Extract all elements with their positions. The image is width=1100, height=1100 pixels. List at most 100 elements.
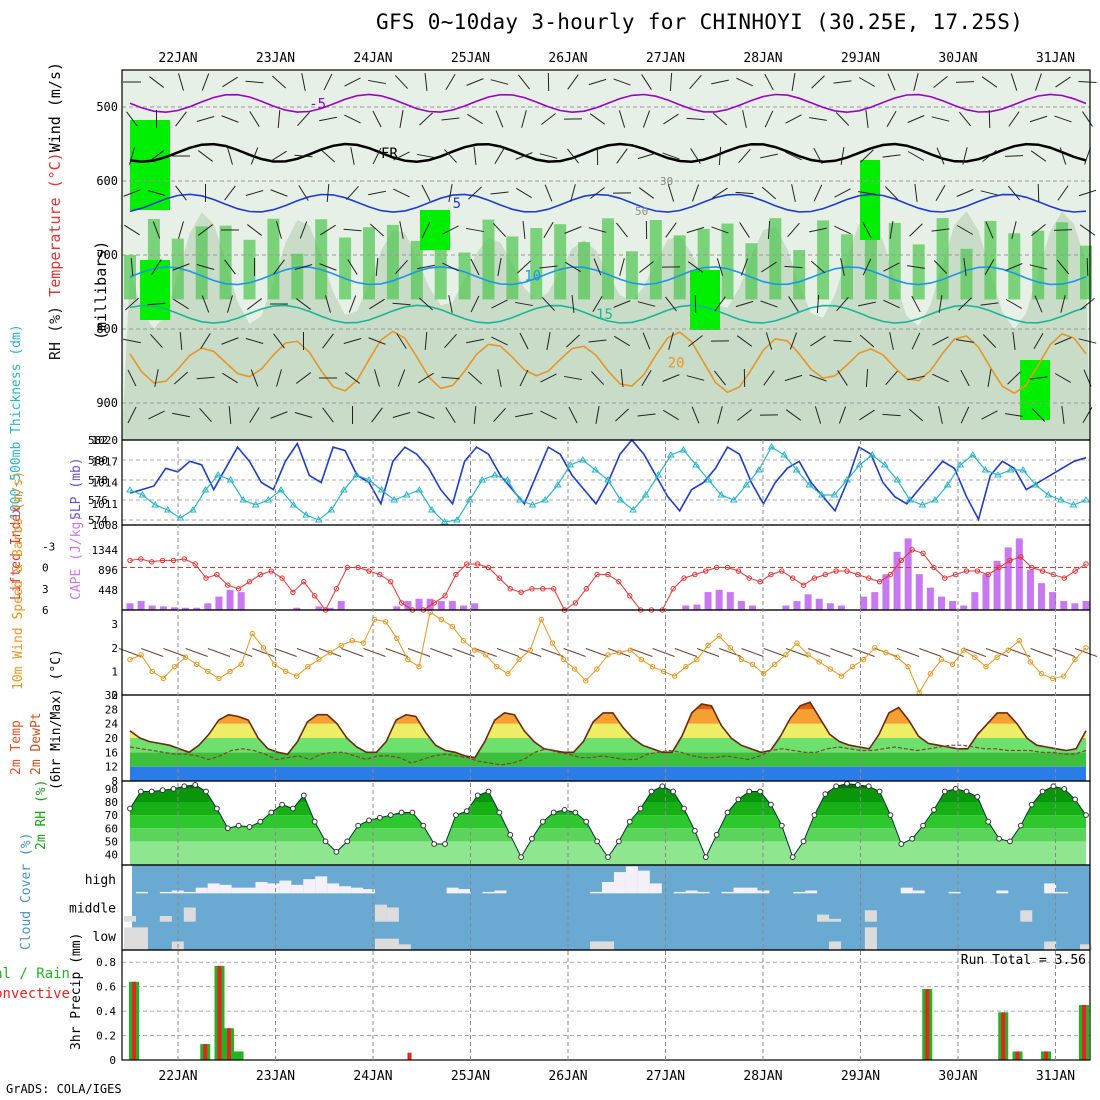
thickness-marker [906, 496, 914, 503]
wind-barb [141, 648, 164, 657]
rh-cell [554, 224, 567, 300]
thickness-marker [880, 461, 889, 468]
thickness-marker [339, 486, 348, 493]
wind-barb [1031, 408, 1046, 422]
wind-barb [493, 407, 506, 423]
rh-marker [442, 841, 448, 847]
wind-barb [227, 147, 233, 165]
wind-speed-marker [705, 642, 711, 649]
rh-marker [746, 788, 753, 795]
wind-speed-marker [783, 652, 789, 658]
rh-contour-label: 30 [660, 175, 673, 188]
rh-marker [148, 788, 155, 795]
thickness-marker [277, 486, 285, 493]
thickness-marker [805, 481, 814, 488]
wind-barb [247, 298, 262, 310]
wind-barb [185, 648, 208, 657]
date-label-top: 27JAN [646, 51, 685, 66]
wind-barb [760, 153, 778, 159]
wind-barb [392, 412, 411, 418]
rh-marker [453, 812, 459, 819]
wind-speed-marker [627, 647, 633, 653]
cape-bar [915, 574, 923, 610]
lifted-index-marker [355, 564, 361, 571]
wind-barb [590, 371, 605, 385]
thickness-marker [402, 491, 411, 498]
cape-bar [326, 607, 334, 610]
cape-bar [404, 601, 412, 610]
wind-speed-marker [760, 671, 767, 677]
wind-barb [789, 332, 798, 350]
cape-bar [704, 592, 712, 610]
rh-marker [963, 788, 970, 795]
rh-marker [724, 809, 731, 816]
rh-marker [996, 835, 1002, 842]
slp-tick-label: 1008 [92, 519, 119, 532]
wind-barb [589, 113, 606, 125]
wind-speed-marker [349, 637, 356, 644]
wind-axis-label: 10m Wind Speed & Barbs (m/s) [11, 471, 26, 690]
cloud-bar-high [243, 887, 256, 894]
precip-tick-label: 0.6 [96, 981, 116, 994]
dewpoint-line [129, 744, 1087, 766]
wind-barb [956, 189, 974, 197]
wind-barb [270, 189, 288, 197]
rh-marker [550, 809, 557, 816]
cape-bar [148, 605, 156, 610]
wind-barb [491, 336, 508, 346]
rh-marker [333, 848, 340, 855]
wind-barb [669, 72, 673, 92]
profile-y-label: RH (%) Temperature (°C)Wind (m/s) [46, 62, 64, 360]
temp-tick-label: 16 [105, 746, 118, 759]
wind-barb [1008, 111, 1020, 127]
cloud-bar-high [159, 891, 172, 894]
wind-barb [147, 302, 166, 306]
cape-bar [437, 601, 445, 610]
rh-saturated-cell [860, 160, 880, 240]
lifted-index-marker [963, 568, 970, 574]
lifted-index-marker [866, 575, 872, 581]
lifted-index-marker [833, 568, 839, 574]
wind-barb [637, 413, 656, 417]
lifted-index-marker [1083, 561, 1089, 567]
wind-barb [714, 296, 726, 312]
wind-barb [588, 227, 607, 233]
lifted-index-marker [779, 568, 785, 574]
rh-marker [1039, 788, 1046, 795]
cloud-bar-high [494, 890, 507, 894]
thickness-marker [767, 443, 776, 450]
precip-convective-bar [1082, 1005, 1086, 1060]
wind-barb [123, 189, 141, 197]
pressure-tick-label: 900 [96, 396, 118, 410]
wind-barb [1012, 332, 1016, 350]
thickness-marker [931, 496, 939, 503]
cloud-bar-high [207, 883, 220, 894]
lifted-index-marker [1028, 564, 1035, 571]
wind-barb [198, 150, 213, 162]
rh-tick-label: 80 [105, 796, 118, 809]
wind-barb [397, 369, 406, 387]
wind-barb [933, 260, 948, 274]
lifted-index-marker [453, 571, 459, 578]
thickness-marker [981, 466, 990, 473]
wind-barb [466, 78, 484, 86]
date-label-top: 31JAN [1036, 51, 1075, 66]
wind-barb [247, 224, 262, 236]
wind-speed-marker [516, 656, 522, 663]
temp-tick-label: 24 [105, 718, 119, 731]
cloud-plot: high middle low Cloud Cover (%) [19, 833, 1092, 950]
cape-bar [971, 592, 979, 610]
wind-barb [913, 73, 919, 91]
wind-barb [396, 333, 407, 349]
lifted-index-marker [246, 578, 253, 585]
cloud-background [132, 865, 1090, 950]
rh-cell [721, 223, 734, 300]
wind-speed-marker [483, 652, 489, 658]
wind-barb [665, 296, 677, 312]
wind-barb [1054, 337, 1072, 345]
wind-barb [442, 262, 459, 272]
wind-speed-marker [338, 642, 344, 649]
wind-barb [590, 187, 605, 199]
wind-barb [495, 110, 504, 128]
cloud-axis-label: Cloud Cover (%) [19, 833, 34, 950]
